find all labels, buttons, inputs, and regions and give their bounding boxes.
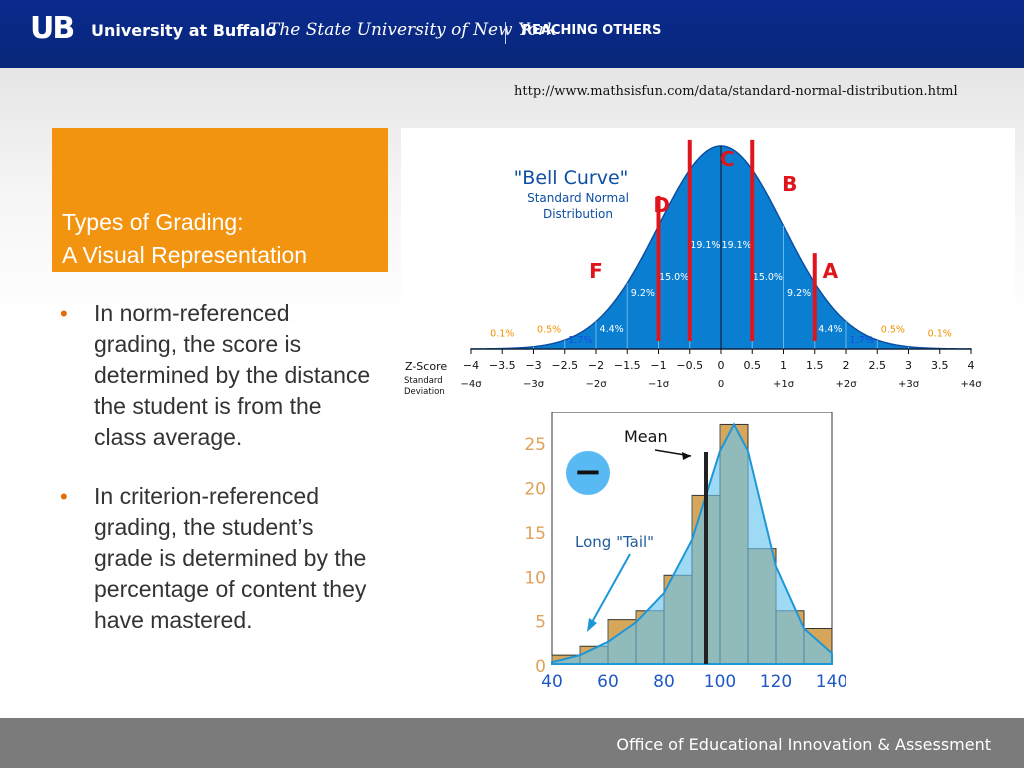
bell-sd-tick-label: −1σ <box>648 379 670 390</box>
mean-arrow-head-icon <box>682 452 691 460</box>
histogram-y-tick-label: 0 <box>535 657 546 677</box>
histogram-y-tick-label: 10 <box>524 568 546 588</box>
bullet-list: In norm-referenced grading, the score is… <box>58 298 373 664</box>
university-name: University at Buffalo <box>91 21 277 40</box>
bell-z-tick-label: −2.5 <box>551 359 578 372</box>
bell-band-percent-label: 1.7% <box>850 335 874 346</box>
bell-z-tick-label: 2 <box>843 359 850 372</box>
bell-band-percent-label: 4.4% <box>818 324 842 335</box>
bell-z-tick-label: 1 <box>780 359 787 372</box>
bell-sd-tick-label: +1σ <box>773 379 795 390</box>
header-bar: UB University at Buffalo The State Unive… <box>0 0 1024 68</box>
bell-band-percent-label: 9.2% <box>787 288 811 299</box>
bell-sd-tick-label: +3σ <box>898 379 920 390</box>
histogram-x-tick-label: 80 <box>653 672 675 692</box>
histogram-x-tick-label: 60 <box>597 672 619 692</box>
bell-z-tick-label: 1.5 <box>806 359 824 372</box>
bell-band-percent-label: 19.1% <box>690 240 720 251</box>
bell-sd-tick-label: −2σ <box>585 379 607 390</box>
bell-z-tick-label: 4 <box>968 359 975 372</box>
bell-band-percent-label: 0.1% <box>928 329 952 340</box>
suny-subtitle: The State University of New York <box>268 20 557 40</box>
bullet-norm-referenced: In norm-referenced grading, the score is… <box>60 298 373 453</box>
negative-skew-icon <box>566 451 610 495</box>
mean-annotation: Mean <box>624 427 668 446</box>
bell-z-tick-label: 3.5 <box>931 359 949 372</box>
histogram-x-tick-label: 40 <box>541 672 563 692</box>
bell-z-tick-label: −3 <box>525 359 541 372</box>
header-divider <box>505 22 506 44</box>
source-url[interactable]: http://www.mathsisfun.com/data/standard-… <box>514 84 958 99</box>
histogram-chart: Mean − Long "Tail" 0 5 10 15 20 25 40 60 80 100 1… <box>524 411 848 692</box>
bell-curve-subtitle: Standard Normal Distribution <box>527 191 629 221</box>
bullet-criterion-referenced: In criterion-referenced grading, the stu… <box>60 481 373 636</box>
grade-label-b: B <box>782 172 797 196</box>
bell-z-tick-label: −1.5 <box>614 359 641 372</box>
grade-label-f: F <box>589 259 603 283</box>
footer-bar: Office of Educational Innovation & Asses… <box>0 718 1024 768</box>
grade-label-a: A <box>823 259 839 283</box>
histogram-x-tick-label: 100 <box>704 672 736 692</box>
bell-z-tick-label: 2.5 <box>869 359 887 372</box>
histogram-x-tick-label: 120 <box>760 672 792 692</box>
histogram-y-tick-label: 15 <box>524 524 546 544</box>
bell-z-tick-label: −2 <box>588 359 604 372</box>
bell-z-tick-label: 0 <box>718 359 725 372</box>
bell-z-tick-label: −0.5 <box>676 359 703 372</box>
histogram-panel: Mean − Long "Tail" 0 5 10 15 20 25 40 60 80 100 1… <box>512 411 848 694</box>
bell-band-percent-label: 0.5% <box>881 324 905 335</box>
bell-curve-outline <box>470 145 972 350</box>
grade-label-d: D <box>653 193 670 217</box>
histogram-y-tick-label: 5 <box>535 613 546 633</box>
bell-band-percent-label: 0.1% <box>490 329 514 340</box>
header-tagline: REACHING OTHERS <box>522 23 662 38</box>
long-tail-arrow-icon <box>590 553 631 625</box>
negative-skew-symbol: − <box>574 452 603 492</box>
bell-z-tick-label: 0.5 <box>744 359 762 372</box>
bell-sd-tick-label: −3σ <box>523 379 545 390</box>
long-tail-annotation: Long "Tail" <box>575 533 654 551</box>
bell-curve-panel: "Bell Curve" Standard Normal Distribution… <box>401 128 1015 401</box>
long-tail-arrow-head-icon <box>587 618 597 632</box>
bell-curve-chart: "Bell Curve" Standard Normal Distribution… <box>404 139 982 397</box>
bell-band-percent-label: 15.0% <box>659 272 689 283</box>
slide-title: Types of Grading: A Visual Representatio… <box>62 209 308 268</box>
bell-band-percent-label: 0.5% <box>537 324 561 335</box>
bell-z-tick-label: −1 <box>650 359 666 372</box>
bell-sd-tick-label: +4σ <box>960 379 982 390</box>
bell-sd-tick-label: +2σ <box>835 379 857 390</box>
ub-logo[interactable]: UB <box>30 11 75 46</box>
bell-sd-tick-label: −4σ <box>460 379 482 390</box>
bell-band-percent-label: 4.4% <box>600 324 624 335</box>
histogram-y-tick-label: 20 <box>524 480 546 500</box>
bell-band-percent-label: 1.7% <box>568 335 592 346</box>
bell-band-percent-label: 9.2% <box>631 288 655 299</box>
histogram-y-tick-label: 25 <box>524 435 546 455</box>
bell-sd-tick-label: 0 <box>718 379 724 390</box>
bell-z-tick-label: −4 <box>463 359 479 372</box>
z-score-axis-label: Z-Score <box>405 360 447 373</box>
footer-office-name: Office of Educational Innovation & Asses… <box>616 735 991 754</box>
title-box: Types of Grading: A Visual Representatio… <box>52 128 388 272</box>
bell-z-tick-label: 3 <box>905 359 912 372</box>
histogram-x-tick-label: 140 <box>816 672 846 692</box>
bell-curve-title: "Bell Curve" <box>514 167 629 189</box>
bell-band-percent-label: 19.1% <box>722 240 752 251</box>
bell-band-percent-label: 15.0% <box>753 272 783 283</box>
grade-label-c: C <box>720 147 735 171</box>
standard-deviation-axis-label-1: Standard <box>404 376 443 386</box>
standard-deviation-axis-label-2: Deviation <box>404 387 445 397</box>
bell-z-tick-label: −3.5 <box>489 359 516 372</box>
